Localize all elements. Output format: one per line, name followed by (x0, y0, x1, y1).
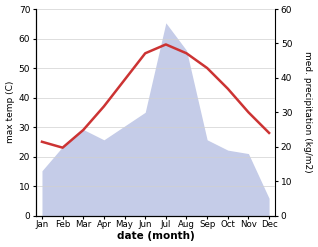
X-axis label: date (month): date (month) (117, 231, 194, 242)
Y-axis label: max temp (C): max temp (C) (5, 81, 15, 144)
Y-axis label: med. precipitation (kg/m2): med. precipitation (kg/m2) (303, 51, 313, 173)
